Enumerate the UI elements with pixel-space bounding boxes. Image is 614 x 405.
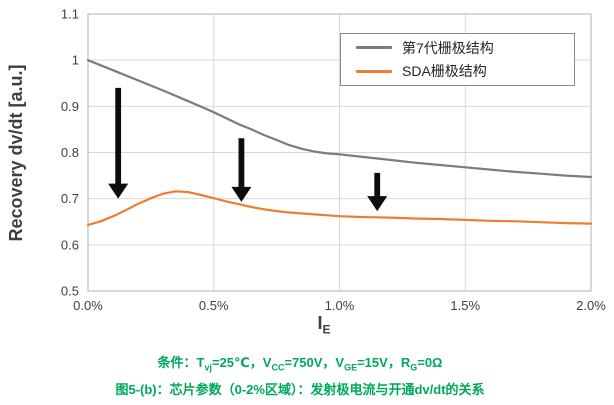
legend-item-gen7: 第7代栅极结构 [356, 38, 574, 58]
plot-area: 0.5 0.6 0.7 0.8 0.9 1 1.1 0.0% 0.5% 1.0% 1.5% 2.0% [61, 7, 606, 314]
caption-figure-title: 图5-(b)：芯片参数（0-2%区域）：发射极电流与开通dv/dt的关系 [115, 381, 485, 397]
plot-border [87, 13, 592, 292]
x-axis-title: IE [284, 313, 364, 337]
caption-subscript: G [410, 362, 418, 373]
y-tick-label: 0.5 [61, 284, 79, 299]
y-tick-label: 1.1 [61, 7, 79, 22]
series-line-sda [86, 190, 593, 227]
x-axis-title-subscript: E [322, 322, 331, 337]
legend-line-sample-orange [356, 69, 392, 73]
x-tick-label: 1.5% [450, 298, 480, 313]
caption-text: 条件： [157, 355, 197, 370]
caption-subscript: vj [204, 362, 212, 373]
caption-subscript: GE [344, 362, 358, 373]
caption-conditions: 条件：Tvj=25℃，VCC=750V，VGE=15V，RG=0Ω [0, 352, 600, 379]
x-tick-label: 0.5% [199, 298, 229, 313]
down-arrow [367, 172, 388, 212]
caption-subscript: CC [271, 362, 285, 373]
down-arrow [108, 87, 129, 199]
legend: 第7代栅极结构 SDA栅极结构 [340, 33, 575, 86]
caption-text: =25℃，V [211, 355, 272, 370]
y-axis-title: Recovery dv/dt [a.u.] [6, 64, 26, 242]
legend-item-sda: SDA栅极结构 [356, 61, 574, 81]
caption-text: =15V，R [357, 355, 411, 370]
legend-label-sda: SDA栅极结构 [402, 63, 487, 80]
legend-line-sample-gray [356, 46, 392, 50]
down-arrow [231, 138, 252, 202]
y-tick-label: 0.7 [61, 191, 79, 206]
caption-block: 条件：Tvj=25℃，VCC=750V，VGE=15V，RG=0Ω 图5-(b)… [0, 352, 600, 400]
y-tick-label: 0.9 [61, 99, 79, 114]
caption-text: =750V，V [284, 355, 345, 370]
series-line-gen7 [86, 59, 593, 179]
caption-text: T [196, 355, 205, 370]
y-tick-label: 0.8 [61, 145, 79, 160]
y-tick-label: 0.6 [61, 237, 79, 252]
caption-text: =0Ω [417, 355, 443, 370]
x-axis-title-base: I [317, 313, 323, 333]
x-tick-label: 1.0% [325, 298, 355, 313]
x-tick-label: 2.0% [576, 298, 606, 313]
x-tick-label: 0.0% [73, 298, 103, 313]
legend-label-gen7: 第7代栅极结构 [402, 39, 494, 56]
y-tick-label: 1 [72, 53, 79, 68]
